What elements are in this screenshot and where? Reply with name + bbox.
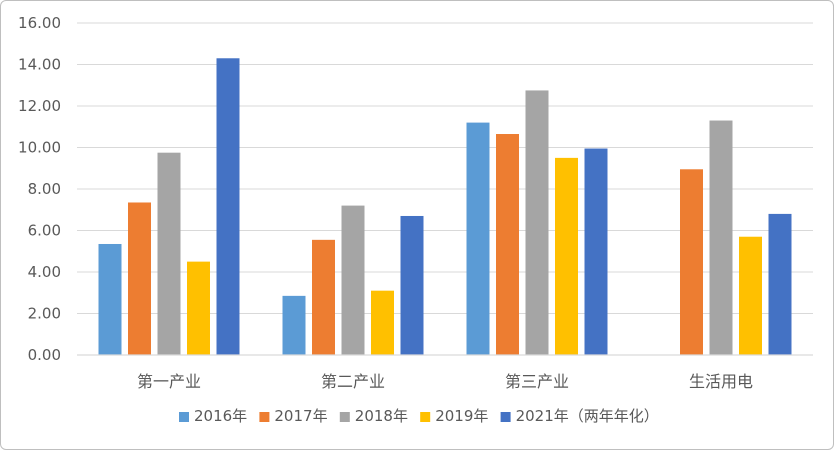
bar	[216, 58, 240, 356]
legend-label: 2021年（两年年化）	[516, 407, 659, 425]
bar	[709, 120, 733, 356]
bar	[157, 152, 181, 355]
bar	[466, 122, 490, 355]
y-tick-label: 0.00	[28, 346, 61, 364]
legend-label: 2019年	[435, 407, 488, 425]
bar	[768, 213, 792, 355]
y-tick-label: 16.00	[18, 14, 61, 32]
y-axis-ticks: 0.00 2.00 4.00 6.00 8.00 10.00 12.00 14.00 16.00	[18, 14, 61, 364]
legend-swatch	[420, 412, 431, 422]
y-tick-label: 2.00	[28, 305, 61, 323]
legend-label: 2018年	[355, 407, 408, 425]
y-tick-label: 6.00	[28, 222, 61, 240]
legend: 2016年 2017年 2018年 2019年 2021年（两年年化）	[179, 407, 659, 425]
x-tick-label: 生活用电	[689, 372, 753, 391]
bars	[98, 58, 792, 356]
bar	[312, 239, 335, 355]
bar	[525, 90, 549, 355]
legend-label: 2016年	[194, 407, 247, 425]
y-tick-label: 12.00	[18, 97, 61, 115]
y-tick-label: 14.00	[18, 56, 61, 74]
bar	[187, 261, 210, 355]
y-tick-label: 10.00	[18, 139, 61, 157]
x-tick-label: 第二产业	[321, 372, 385, 391]
bar	[400, 215, 424, 355]
bar	[584, 148, 608, 355]
bar	[680, 169, 703, 355]
bar	[555, 157, 578, 355]
legend-swatch	[500, 412, 511, 422]
bar	[739, 236, 762, 355]
bar	[128, 202, 151, 355]
bar	[371, 290, 394, 355]
bar	[496, 134, 519, 355]
legend-swatch	[339, 412, 350, 422]
x-tick-label: 第一产业	[137, 372, 201, 391]
legend-swatch	[179, 412, 189, 422]
x-axis-ticks: 第一产业 第二产业 第三产业 生活用电	[137, 372, 753, 391]
y-tick-label: 8.00	[28, 180, 61, 198]
bar	[341, 205, 365, 355]
bar	[282, 295, 306, 355]
legend-label: 2017年	[274, 407, 327, 425]
bar	[98, 243, 122, 355]
x-tick-label: 第三产业	[505, 372, 569, 391]
legend-swatch	[259, 412, 270, 422]
y-tick-label: 4.00	[28, 263, 61, 281]
